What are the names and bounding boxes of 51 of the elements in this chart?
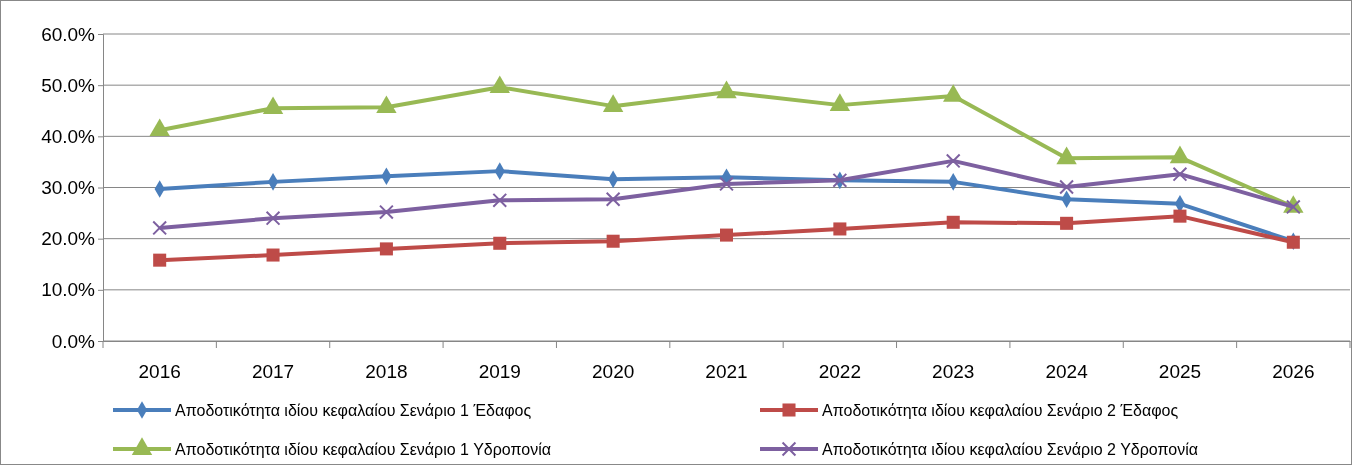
y-tick-label: 10.0% (41, 279, 96, 301)
point (378, 204, 394, 220)
x-tick-label: 2016 (138, 361, 181, 383)
y-tick-label: 60.0% (41, 23, 96, 45)
point (149, 118, 170, 137)
point (719, 176, 734, 192)
point (943, 84, 964, 102)
x-tick-label: 2017 (251, 361, 295, 383)
point (489, 75, 510, 94)
point (946, 215, 960, 229)
point (1059, 179, 1075, 195)
y-tick-label: 0.0% (51, 330, 96, 352)
point (602, 94, 624, 113)
y-tick-label: 40.0% (41, 125, 96, 147)
point (606, 234, 620, 248)
point (833, 222, 847, 236)
x-tick-label: 2018 (365, 361, 408, 383)
point (493, 236, 507, 250)
x-tick-label: 2022 (818, 361, 861, 383)
point (605, 191, 621, 207)
point (1173, 209, 1187, 223)
point (1169, 145, 1191, 164)
point (262, 96, 284, 115)
x-tick-label: 2026 (1272, 361, 1315, 383)
x-tick-label: 2021 (705, 361, 748, 383)
x-tick-label: 2025 (1158, 361, 1202, 383)
point (153, 253, 167, 267)
point (152, 220, 168, 236)
legend-label: Αποδοτικότητα ιδίου κεφαλαίου Σενάριο 1 Έδαφος (175, 402, 532, 419)
y-tick-label: 30.0% (41, 177, 96, 199)
legend-label: Αποδοτικότητα ιδίου κεφαλαίου Σενάριο 2 Έδαφος (822, 402, 1179, 419)
point (1060, 216, 1074, 230)
legend-label: Αποδοτικότητα ιδίου κεφαλαίου Σενάριο 1 Υδροπονία (175, 441, 552, 458)
legend-label: Αποδοτικότητα ιδίου κεφαλαίου Σενάριο 2 Υδροπονία (822, 441, 1199, 458)
point (1172, 166, 1188, 182)
point (265, 210, 281, 226)
x-tick-label: 2020 (592, 361, 635, 383)
point (379, 242, 393, 256)
y-tick-label: 50.0% (41, 74, 96, 96)
point (376, 95, 397, 114)
x-tick-label: 2024 (1045, 361, 1089, 383)
y-tick-label: 20.0% (41, 228, 96, 250)
point (719, 228, 734, 242)
point (945, 153, 961, 169)
point (829, 93, 851, 112)
x-tick-label: 2019 (478, 361, 521, 383)
point (716, 80, 737, 99)
point (266, 248, 280, 262)
point (492, 192, 508, 208)
x-tick-label: 2023 (932, 361, 975, 383)
point (1056, 146, 1077, 165)
